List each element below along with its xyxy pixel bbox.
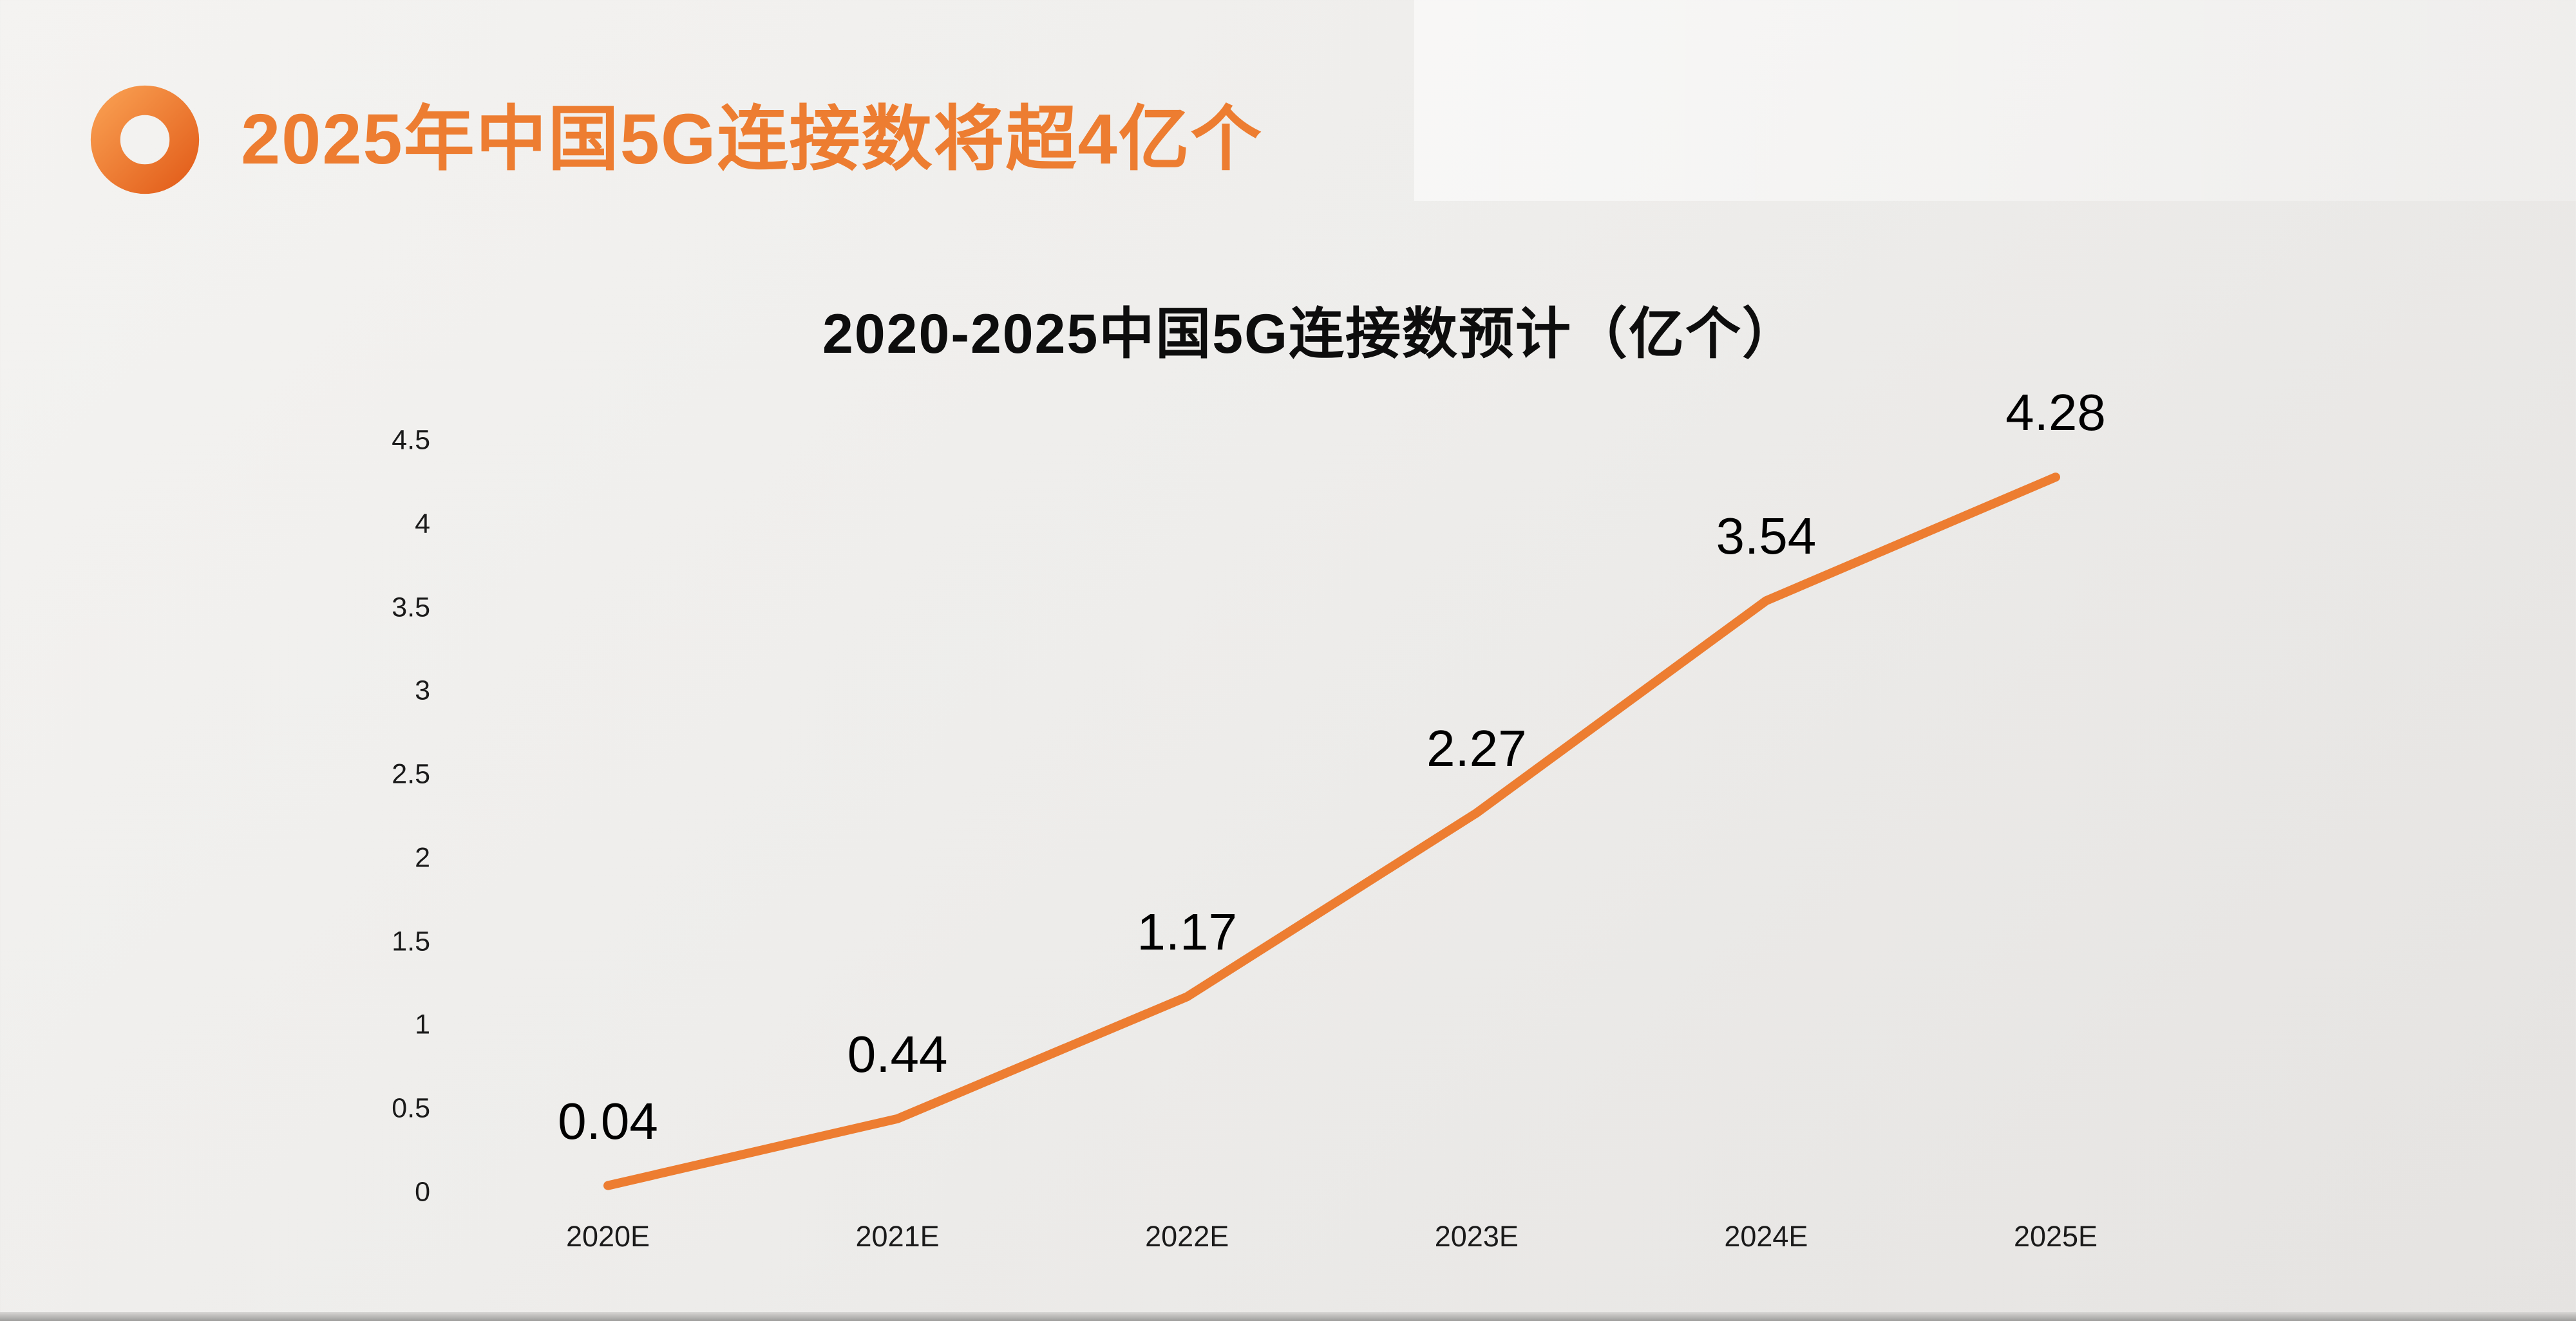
page-title: 2025年中国5G连接数将超4亿个: [241, 100, 1263, 179]
slide-header: 2025年中国5G连接数将超4亿个: [90, 85, 1263, 194]
ring-bullet-icon: [90, 85, 200, 194]
chart-title: 2020-2025中国5G连接数预计（亿个）: [822, 303, 1799, 365]
trend-line: [603, 473, 2060, 1190]
bottom-edge-bar: [0, 1312, 2576, 1321]
